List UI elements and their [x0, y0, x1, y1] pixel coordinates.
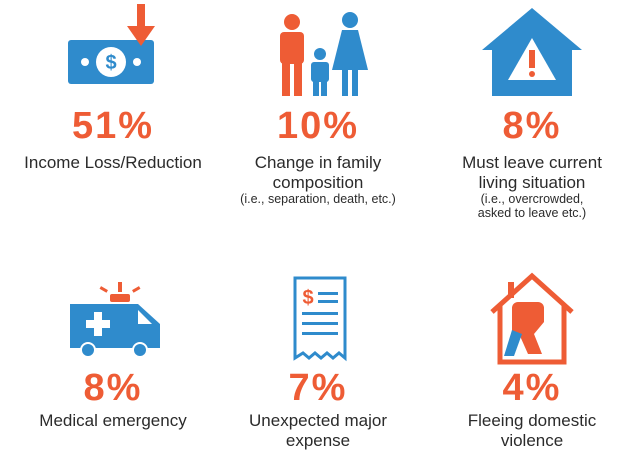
- money-icon: $: [68, 4, 155, 84]
- percent: 51%: [72, 105, 154, 147]
- receipt-icon: $: [293, 276, 347, 362]
- label: violence: [501, 431, 563, 450]
- label: living situation: [479, 173, 586, 192]
- label: Change in family: [255, 153, 382, 172]
- label: Must leave current: [462, 153, 602, 172]
- ambulance-icon: [70, 282, 160, 358]
- label: Fleeing domestic: [468, 411, 597, 430]
- label: Unexpected major: [249, 411, 387, 430]
- family-icon: [280, 12, 368, 96]
- percent: 8%: [84, 367, 143, 409]
- svg-text:$: $: [105, 52, 116, 74]
- percent: 10%: [277, 105, 359, 147]
- house-warning-icon: [482, 8, 582, 96]
- note: (i.e., overcrowded,: [481, 192, 584, 206]
- note: asked to leave etc.): [478, 206, 586, 220]
- label: Income Loss/Reduction: [24, 153, 202, 172]
- label: composition: [273, 173, 364, 192]
- label: expense: [286, 431, 350, 450]
- house-fist-icon: [490, 272, 574, 365]
- svg-text:$: $: [302, 287, 313, 309]
- percent: 8%: [503, 105, 562, 147]
- label: Medical emergency: [39, 411, 187, 430]
- percent: 4%: [503, 367, 562, 409]
- note: (i.e., separation, death, etc.): [240, 192, 396, 206]
- percent: 7%: [289, 367, 348, 409]
